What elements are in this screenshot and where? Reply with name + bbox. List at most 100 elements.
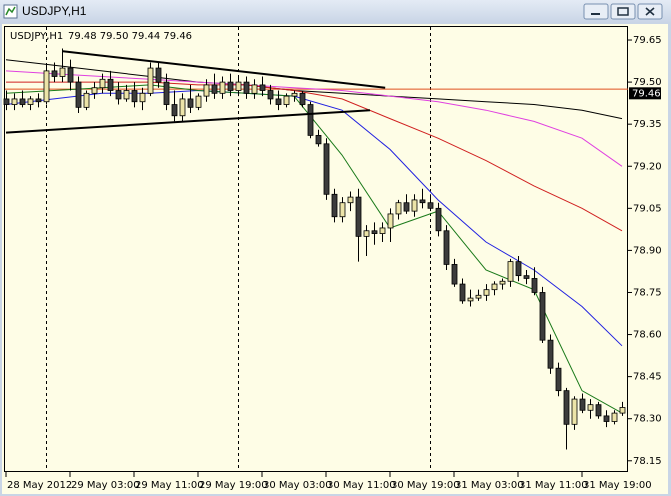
candle-body [99,78,106,89]
candle-body [243,81,250,94]
candle-body [11,98,18,105]
candle-body [67,67,74,83]
candle-body [467,297,474,302]
candle-body [139,92,146,103]
minimize-button[interactable] [583,3,609,20]
candle-body [203,84,210,97]
candle-body [579,398,586,411]
candle-body [355,196,362,237]
candle-body [187,98,194,108]
y-tick-label: 78.15 [633,456,662,467]
candle-body [443,230,450,265]
y-tick-label: 78.90 [633,245,662,256]
candle-body [427,202,434,209]
x-tick-label: 30 May 03:00 [263,480,332,491]
candle-body [83,92,90,108]
candle-body [347,196,354,204]
candle-body [363,230,370,237]
candle-body [403,202,410,212]
candle-body [291,92,298,97]
candle-body [587,404,594,411]
candle-body [75,81,82,108]
candle-body [59,67,66,77]
y-tick-label: 79.35 [633,119,662,130]
x-tick-label: 31 May 19:00 [583,480,652,491]
y-tick-label: 79.50 [633,77,662,88]
candle-body [619,407,626,414]
candle-body [179,98,186,117]
price-label: 79.46 [632,88,661,99]
x-tick-label: 29 May 03:00 [71,480,140,491]
candle-body [51,70,58,77]
candle-body [539,292,546,341]
candle-body [251,84,258,94]
candle-body [531,278,538,293]
y-tick-label: 79.65 [633,35,662,46]
y-tick-label: 78.75 [633,287,662,298]
candle-body [195,95,202,108]
candle-body [227,81,234,91]
candle-body [387,213,394,229]
candle-body [499,280,506,285]
candle-body [123,90,130,100]
candle-body [547,339,554,369]
candle-body [275,98,282,105]
candle-body [107,78,114,91]
candle-body [451,264,458,285]
y-tick-label: 79.20 [633,161,662,172]
candle-body [3,98,10,105]
x-tick-label: 30 May 11:00 [327,480,396,491]
y-tick-label: 78.60 [633,330,662,341]
window-title: USDJPY,H1 [22,4,87,18]
candle-body [147,67,154,94]
title-bar [0,0,671,23]
candle-body [331,193,338,218]
x-tick-label: 29 May 19:00 [199,480,268,491]
chart-background [2,24,668,494]
plot-frame [4,26,628,472]
candle-body [171,104,178,117]
candle-body [459,283,466,302]
candle-body [299,92,306,105]
maximize-button[interactable] [610,3,636,20]
candle-body [483,289,490,296]
candle-body [395,202,402,215]
price-box [629,87,661,100]
candle-body [603,415,610,422]
candle-body [523,275,530,279]
window-icon [3,4,18,19]
candle-body [595,404,602,417]
candle-body [475,294,482,299]
candle-body [235,81,242,91]
candle-body [555,367,562,392]
ohlc-info: 79.48 79.50 79.44 79.46 [68,31,192,42]
candle-body [323,143,330,195]
x-tick-label: 29 May 11:00 [135,480,204,491]
candle-body [219,81,226,94]
candle-body [611,412,618,422]
candle-body [211,84,218,94]
candle-body [115,90,122,100]
candle-body [131,90,138,103]
candle-body [371,230,378,234]
y-tick-label: 78.45 [633,372,662,383]
candle-body [267,90,274,100]
close-button[interactable] [637,3,663,20]
candle-body [411,199,418,212]
candle-body [91,87,98,94]
trendline [62,50,386,89]
candle-body [563,390,570,425]
candle-body [259,84,266,91]
trendline [5,109,371,134]
x-tick-label: 31 May 03:00 [455,480,524,491]
candle-body [307,104,314,136]
candle-body [19,98,26,105]
candle-body [339,202,346,218]
candle-body [571,398,578,425]
x-tick-label: 28 May 2012 [7,480,72,491]
candle-body [419,199,426,204]
candle-body [379,227,386,234]
x-tick-label: 30 May 19:00 [391,480,460,491]
